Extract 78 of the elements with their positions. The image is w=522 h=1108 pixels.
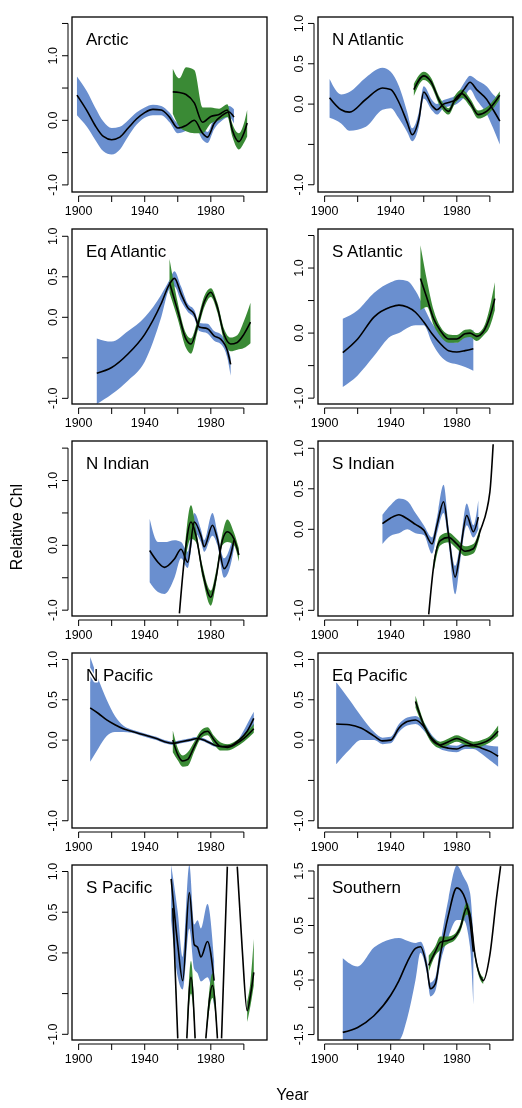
x-tick-label: 1900 <box>64 628 93 642</box>
x-tick-label: 1980 <box>196 1052 225 1066</box>
x-tick-label: 1980 <box>196 840 225 854</box>
text: S Atlantic <box>332 242 404 261</box>
x-tick-label: 1980 <box>196 628 225 642</box>
x-tick-label: 1940 <box>130 1052 159 1066</box>
x-tick-label: 1940 <box>130 416 159 430</box>
text: S Indian <box>332 454 395 473</box>
x-tick-label: 1980 <box>442 628 471 642</box>
x-tick-label: 1900 <box>64 416 93 430</box>
y-tick-label: 0.0 <box>292 95 306 113</box>
y-tick-label: -1.0 <box>46 174 60 196</box>
x-tick-label: 1940 <box>376 1052 405 1066</box>
x-tick-label: 1980 <box>196 416 225 430</box>
y-tick-label: 1.0 <box>46 471 60 490</box>
x-tick-label: 1940 <box>130 628 159 642</box>
y-tick-label: 0.5 <box>292 480 306 498</box>
y-tick-label: 0.5 <box>46 691 60 709</box>
y-tick-label: 0.0 <box>46 944 60 962</box>
y-tick-label: -1.5 <box>292 1023 306 1046</box>
x-tick-label: 1900 <box>64 840 93 854</box>
x-tick-label: 1980 <box>442 1052 471 1066</box>
y-tick-label: -0.5 <box>292 969 306 991</box>
x-tick-label: 1940 <box>376 204 405 218</box>
y-tick-label: 1.0 <box>292 650 306 669</box>
y-tick-label: -1.0 <box>46 1023 60 1046</box>
y-tick-label: 0.0 <box>292 731 306 749</box>
y-tick-label: 0.0 <box>292 324 306 342</box>
y-tick-label: 0.0 <box>46 731 60 749</box>
x-tick-label: 1940 <box>376 840 405 854</box>
y-tick-label: -1.0 <box>292 387 306 409</box>
y-tick-label: -1.0 <box>292 173 306 196</box>
text: S Pacific <box>86 878 153 897</box>
y-tick-label: 0.5 <box>46 903 60 921</box>
y-tick-label: 0.0 <box>46 536 60 555</box>
text: Southern <box>332 878 401 897</box>
y-tick-label: 0.5 <box>292 691 306 709</box>
x-tick-label: 1940 <box>376 416 405 430</box>
x-tick-label: 1980 <box>442 416 471 430</box>
x-tick-label: 1900 <box>310 840 339 854</box>
text: N Indian <box>86 454 150 473</box>
x-axis-title: Year <box>276 1086 310 1103</box>
y-tick-label: 1.0 <box>46 227 60 245</box>
y-tick-label: 0.0 <box>46 111 60 130</box>
y-tick-label: 1.0 <box>292 439 306 457</box>
y-tick-label: 1.5 <box>292 862 306 880</box>
text: Eq Pacific <box>332 666 409 685</box>
x-tick-label: 1940 <box>376 628 405 642</box>
x-tick-label: 1900 <box>310 204 339 218</box>
x-tick-label: 1980 <box>442 204 471 218</box>
y-tick-label: 0.5 <box>292 55 306 73</box>
x-tick-label: 1900 <box>64 1052 93 1066</box>
text: N Atlantic <box>332 30 405 49</box>
y-tick-label: -1.0 <box>46 387 60 410</box>
x-tick-label: 1900 <box>310 416 339 430</box>
x-tick-label: 1940 <box>130 204 159 218</box>
y-tick-label: 1.0 <box>46 862 60 881</box>
x-tick-label: 1980 <box>196 204 225 218</box>
x-tick-label: 1900 <box>310 628 339 642</box>
y-tick-label: 0.0 <box>292 520 306 539</box>
y-tick-label: -1.0 <box>292 809 306 832</box>
text: Arctic <box>86 30 129 49</box>
y-tick-label: 1.0 <box>292 14 306 33</box>
y-tick-label: 1.0 <box>46 650 60 669</box>
y-tick-label: 0.0 <box>46 308 60 327</box>
y-tick-label: 0.5 <box>46 268 60 286</box>
x-tick-label: 1940 <box>130 840 159 854</box>
y-tick-label: -1.0 <box>292 599 306 622</box>
y-tick-label: -1.0 <box>46 599 60 621</box>
y-axis-title: Relative Chl <box>8 483 25 571</box>
x-tick-label: 1900 <box>64 204 93 218</box>
x-tick-label: 1900 <box>310 1052 339 1066</box>
y-tick-label: 1.0 <box>46 47 60 65</box>
y-tick-label: 1.0 <box>292 259 306 277</box>
x-tick-label: 1980 <box>442 840 471 854</box>
y-tick-label: 0.5 <box>292 916 306 935</box>
text: Eq Atlantic <box>86 242 167 261</box>
y-tick-label: -1.0 <box>46 809 60 832</box>
